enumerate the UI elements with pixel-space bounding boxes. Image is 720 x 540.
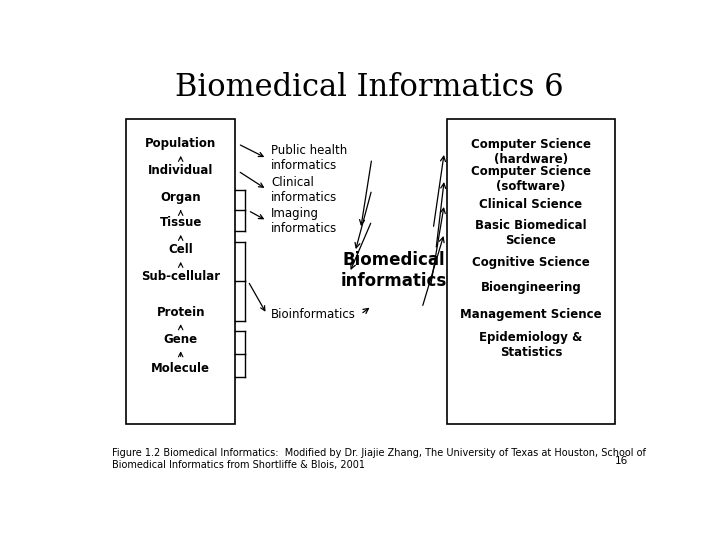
Text: Gene: Gene <box>163 333 198 346</box>
Text: Basic Biomedical
Science: Basic Biomedical Science <box>475 219 587 247</box>
Text: Bioinformatics: Bioinformatics <box>271 308 356 321</box>
Bar <box>126 119 235 424</box>
Text: Computer Science
(hardware): Computer Science (hardware) <box>471 138 591 166</box>
Text: Individual: Individual <box>148 164 213 177</box>
Text: Imaging
informatics: Imaging informatics <box>271 207 338 235</box>
Text: Public health
informatics: Public health informatics <box>271 144 348 172</box>
Text: Molecule: Molecule <box>151 362 210 375</box>
Text: Epidemiology &
Statistics: Epidemiology & Statistics <box>480 332 582 360</box>
Text: Cognitive Science: Cognitive Science <box>472 256 590 269</box>
Text: Cell: Cell <box>168 244 193 256</box>
Text: Population: Population <box>145 137 216 150</box>
Text: Tissue: Tissue <box>160 217 202 230</box>
Text: 16: 16 <box>615 456 629 465</box>
Text: Sub-cellular: Sub-cellular <box>141 271 220 284</box>
Text: Bioengineering: Bioengineering <box>480 281 581 294</box>
Text: Management Science: Management Science <box>460 308 602 321</box>
Text: Figure 1.2 Biomedical Informatics:  Modified by Dr. Jiajie Zhang, The University: Figure 1.2 Biomedical Informatics: Modif… <box>112 448 646 470</box>
Text: Organ: Organ <box>161 191 201 204</box>
Text: Clinical
informatics: Clinical informatics <box>271 176 338 204</box>
Text: Biomedical Informatics 6: Biomedical Informatics 6 <box>175 72 563 103</box>
Text: Computer Science
(software): Computer Science (software) <box>471 165 591 193</box>
Bar <box>447 119 615 424</box>
Text: Protein: Protein <box>156 306 205 319</box>
Text: Clinical Science: Clinical Science <box>480 198 582 211</box>
Text: Biomedical
informatics: Biomedical informatics <box>341 251 447 290</box>
